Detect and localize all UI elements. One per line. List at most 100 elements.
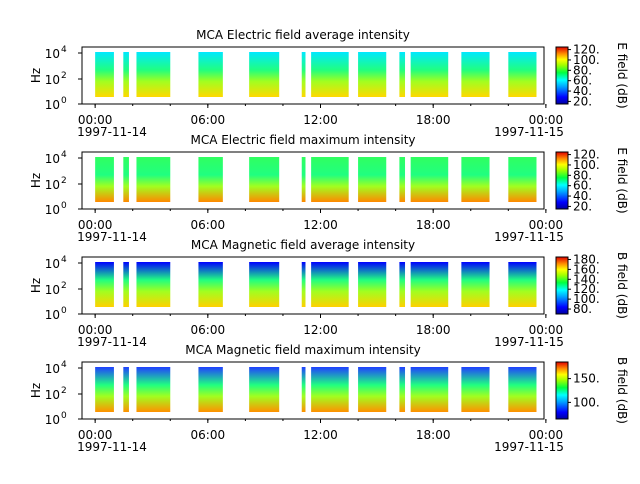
x-tick-label: 12:00	[303, 113, 338, 127]
x-tick-label: 00:00	[78, 218, 113, 232]
y-tick-exponent: 2	[61, 386, 67, 396]
y-tick-label: 10	[45, 178, 60, 192]
y-tick-exponent: 2	[61, 281, 67, 291]
x-date-label-start: 1997-11-14	[77, 335, 147, 349]
colorbar-frame	[555, 46, 569, 105]
x-tick-label: 18:00	[416, 113, 451, 127]
data-block	[410, 52, 449, 97]
data-block	[301, 52, 306, 97]
y-axis-label: Hz	[29, 68, 43, 83]
data-block	[301, 157, 306, 202]
x-tick-label: 06:00	[191, 218, 226, 232]
data-block	[311, 52, 349, 97]
y-tick-label: 10	[45, 203, 60, 217]
colorbar	[556, 47, 568, 104]
colorbar-tick-label: 40.	[573, 189, 592, 203]
colorbar-tick-label: 100.	[573, 158, 600, 172]
y-tick-label: 10	[45, 73, 60, 87]
data-block	[311, 367, 349, 412]
colorbar-tick-label: 60.	[573, 179, 592, 193]
colorbar-tick-label: 100.	[573, 395, 600, 409]
colorbar-tick-label: 100.	[573, 53, 600, 67]
x-tick-label: 18:00	[416, 428, 451, 442]
y-tick-exponent: 0	[61, 201, 67, 211]
y-tick-exponent: 4	[61, 255, 67, 265]
colorbar-label: B field (dB)	[615, 252, 629, 319]
plot-frame	[81, 256, 545, 315]
colorbar-tick-label: 120.	[573, 148, 600, 162]
data-block	[399, 367, 406, 412]
colorbar-tick-label: 80.	[573, 168, 592, 182]
x-tick-label: 18:00	[416, 218, 451, 232]
data-block	[358, 52, 387, 97]
x-date-label-start: 1997-11-14	[77, 230, 147, 244]
data-block	[95, 367, 114, 412]
data-block	[301, 262, 306, 307]
x-date-label-start: 1997-11-14	[77, 125, 147, 139]
x-tick-label: 00:00	[529, 428, 564, 442]
y-tick-label: 10	[45, 308, 60, 322]
data-block	[508, 262, 537, 307]
data-block	[249, 157, 280, 202]
y-tick-exponent: 4	[61, 360, 67, 370]
colorbar-tick-label: 150.	[573, 372, 600, 386]
y-tick-label: 10	[45, 388, 60, 402]
data-block	[136, 262, 171, 307]
x-tick-label: 12:00	[303, 323, 338, 337]
data-block	[311, 262, 349, 307]
plot-frame	[81, 361, 545, 420]
data-block	[123, 52, 129, 97]
colorbar-frame	[555, 256, 569, 315]
data-block	[198, 52, 223, 97]
x-tick-label: 06:00	[191, 323, 226, 337]
x-tick-label: 00:00	[78, 323, 113, 337]
colorbar-tick-label: 20.	[573, 94, 592, 108]
data-block	[410, 367, 449, 412]
x-tick-label: 12:00	[303, 218, 338, 232]
y-tick-label: 10	[45, 413, 60, 427]
data-block	[198, 262, 223, 307]
colorbar-tick-label: 120.	[573, 43, 600, 57]
x-tick-label: 00:00	[529, 218, 564, 232]
colorbar-label: B field (dB)	[615, 357, 629, 424]
data-block	[311, 157, 349, 202]
panel-title: MCA Electric field average intensity	[196, 28, 410, 42]
data-block	[399, 157, 406, 202]
data-block	[461, 157, 490, 202]
data-block	[249, 262, 280, 307]
data-block	[123, 367, 129, 412]
colorbar-tick-label: 80.	[573, 63, 592, 77]
colorbar-tick-label: 60.	[573, 74, 592, 88]
x-tick-label: 06:00	[191, 428, 226, 442]
plot-frame	[81, 46, 545, 105]
data-block	[136, 52, 171, 97]
data-block	[123, 157, 129, 202]
data-block	[123, 262, 129, 307]
colorbar-frame	[555, 361, 569, 420]
y-tick-exponent: 0	[61, 306, 67, 316]
data-block	[136, 157, 171, 202]
data-block	[95, 157, 114, 202]
data-block	[461, 367, 490, 412]
y-tick-label: 10	[45, 152, 60, 166]
y-tick-exponent: 0	[61, 96, 67, 106]
data-block	[301, 367, 306, 412]
plot-frame	[81, 151, 545, 210]
data-block	[358, 367, 387, 412]
colorbar-tick-label: 40.	[573, 84, 592, 98]
data-block	[461, 262, 490, 307]
data-block	[198, 367, 223, 412]
data-block	[358, 157, 387, 202]
x-tick-label: 18:00	[416, 323, 451, 337]
data-block	[95, 52, 114, 97]
y-tick-exponent: 0	[61, 411, 67, 421]
colorbar-label: E field (dB)	[615, 147, 629, 213]
y-tick-label: 10	[45, 47, 60, 61]
x-date-label-end: 1997-11-15	[494, 440, 564, 454]
y-tick-exponent: 4	[61, 45, 67, 55]
panel-title: MCA Magnetic field maximum intensity	[185, 343, 421, 357]
